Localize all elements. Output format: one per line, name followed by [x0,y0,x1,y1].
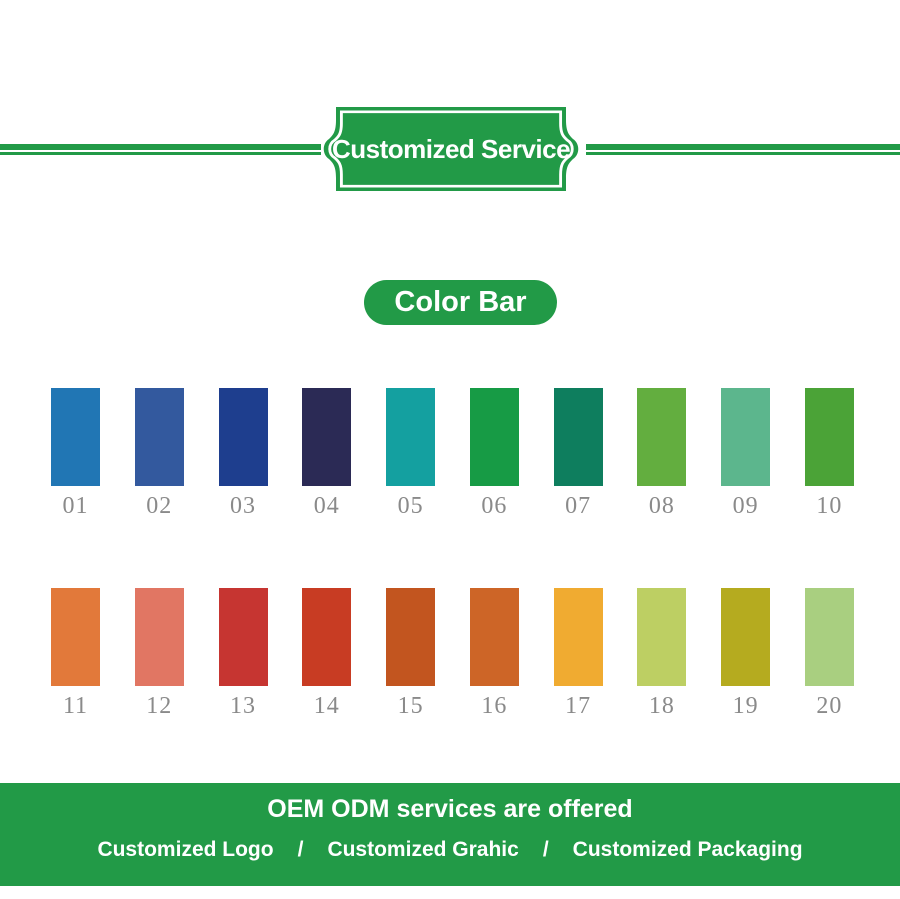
swatch-cell: 05 [386,388,436,520]
swatch-number: 02 [146,493,173,519]
swatch-number: 15 [397,693,424,719]
swatch-number: 19 [732,693,759,719]
swatch-number: 20 [816,693,843,719]
swatch-cell: 15 [386,588,436,720]
color-bar-heading-label: Color Bar [394,286,527,318]
color-swatch [218,388,268,486]
color-swatch [469,388,519,486]
swatch-cell: 11 [51,588,100,720]
swatch-cell: 10 [804,388,854,520]
swatch-number: 01 [62,493,89,519]
swatch-cell: 12 [134,588,184,720]
swatch-cell: 09 [721,388,771,520]
color-swatch [637,588,687,686]
swatch-cell: 17 [553,588,603,720]
swatch-number: 11 [62,693,89,719]
swatch-cell: 20 [804,588,854,720]
badge-title: Customized Service [331,133,571,164]
banner-rule-left [0,144,321,155]
slash-separator: / [297,838,304,861]
footer-service-graphic: Customized Grahic [327,838,519,861]
color-swatch [386,588,436,686]
color-swatch [553,388,603,486]
swatch-number: 17 [565,693,592,719]
color-swatch [218,588,268,686]
swatch-number: 12 [146,693,173,719]
footer-services-line: Customized Logo / Customized Grahic / Cu… [0,838,900,862]
footer-service-logo: Customized Logo [97,838,274,861]
swatch-cell: 14 [302,588,352,720]
swatch-number: 09 [732,493,759,519]
swatch-cell: 13 [218,588,268,720]
swatch-cell: 03 [218,388,268,520]
swatch-number: 08 [648,493,675,519]
swatch-cell: 08 [637,388,687,520]
footer-title: OEM ODM services are offered [267,795,633,823]
color-swatch [302,388,352,486]
swatch-number: 16 [481,693,508,719]
slash-separator: / [542,838,549,861]
swatch-number: 10 [816,493,843,519]
swatch-cell: 16 [469,588,519,720]
swatch-number: 07 [565,493,592,519]
footer-service-packaging: Customized Packaging [572,838,803,861]
plaque-frame-shape [323,107,579,191]
color-swatch [134,588,184,686]
swatch-cell: 19 [721,588,771,720]
color-swatch [804,388,854,486]
swatch-number: 06 [481,493,508,519]
color-swatch [51,388,100,486]
swatch-number: 13 [230,693,257,719]
swatch-cell: 02 [134,388,184,520]
color-swatch [51,588,100,686]
swatch-cell: 06 [469,388,519,520]
banner-rule-right [586,144,900,155]
swatch-cell: 18 [637,588,687,720]
swatch-number: 04 [313,493,340,519]
color-bar-heading: Color Bar [364,280,557,325]
swatch-cell: 07 [553,388,603,520]
customized-service-badge: Customized Service [320,106,582,192]
swatch-number: 03 [230,493,257,519]
color-swatch [721,588,771,686]
color-swatch [553,588,603,686]
swatch-number: 05 [397,493,424,519]
color-swatch [469,588,519,686]
color-swatch [302,588,352,686]
color-swatch [386,388,436,486]
footer-band: OEM ODM services are offered Customized … [0,783,900,886]
swatch-number: 14 [313,693,340,719]
color-swatch [721,388,771,486]
color-swatch [134,388,184,486]
swatch-number: 18 [648,693,675,719]
color-swatch [637,388,687,486]
palette-row-1: 01 02 03 04 05 06 07 08 09 10 [51,388,854,520]
palette-row-2: 11 12 13 14 15 16 17 18 19 20 [51,588,854,720]
color-swatch [804,588,854,686]
swatch-cell: 04 [302,388,352,520]
swatch-cell: 01 [51,388,100,520]
